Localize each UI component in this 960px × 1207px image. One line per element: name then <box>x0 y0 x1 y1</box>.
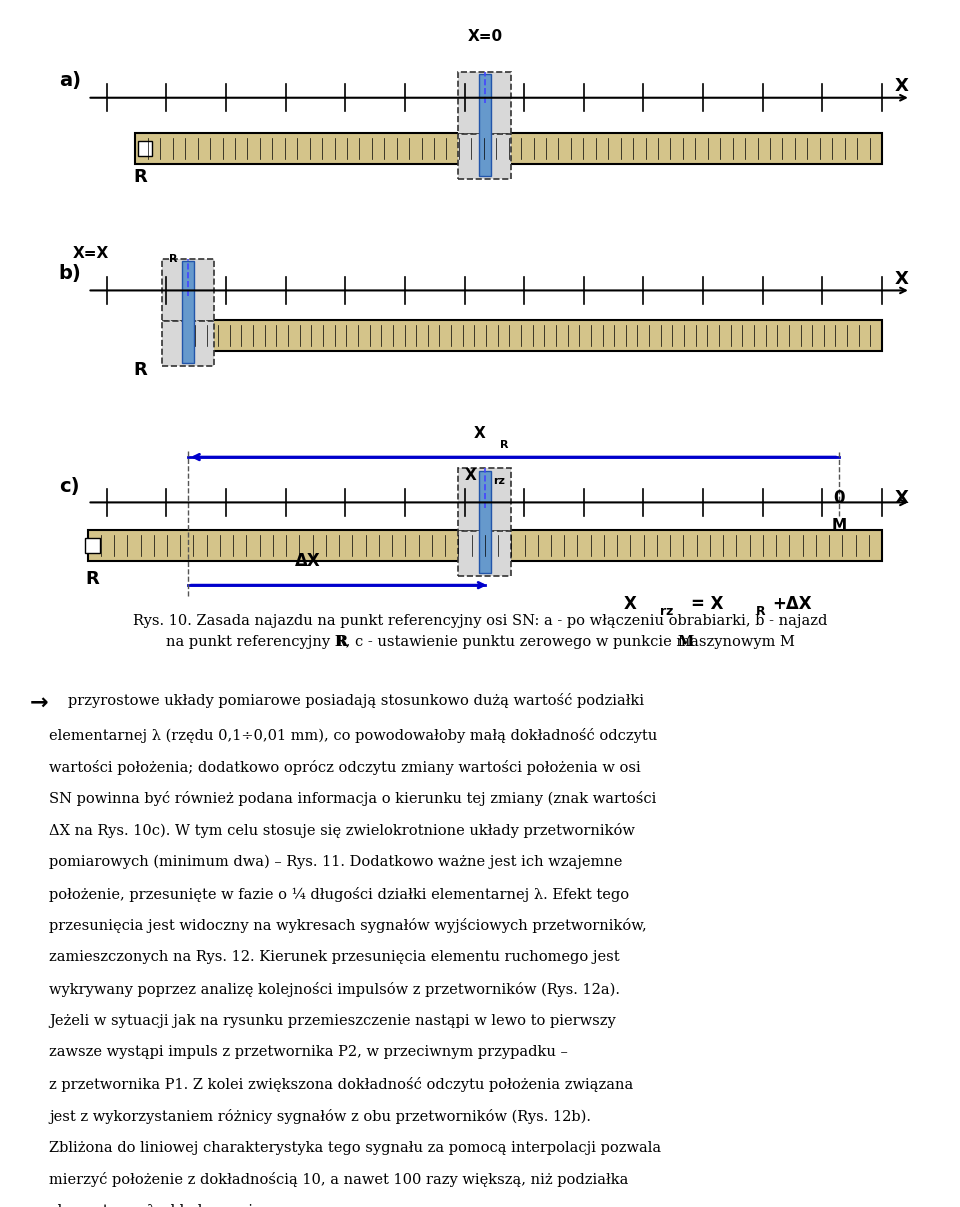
Bar <box>161 321 214 367</box>
Bar <box>182 261 194 363</box>
FancyBboxPatch shape <box>87 530 882 561</box>
Text: zawsze wystąpi impuls z przetwornika P2, w przeciwnym przypadku –: zawsze wystąpi impuls z przetwornika P2,… <box>49 1045 568 1060</box>
Text: = X: = X <box>690 595 723 613</box>
Bar <box>138 141 152 157</box>
Text: R: R <box>133 168 147 186</box>
Text: 0: 0 <box>833 489 845 507</box>
Text: X: X <box>465 467 476 483</box>
Text: Rys. 10. Zasada najazdu na punkt referencyjny osi SN: a - po włączeniu obrabiark: Rys. 10. Zasada najazdu na punkt referen… <box>132 614 828 629</box>
Text: rz: rz <box>493 476 505 486</box>
Text: ΔX: ΔX <box>295 553 321 571</box>
Text: z przetwornika P1. Z kolei zwiększona dokładność odczytu położenia związana: z przetwornika P1. Z kolei zwiększona do… <box>49 1077 634 1092</box>
Text: zamieszczonych na Rys. 12. Kierunek przesunięcia elementu ruchomego jest: zamieszczonych na Rys. 12. Kierunek prze… <box>49 950 620 964</box>
Text: Jeżeli w sytuacji jak na rysunku przemieszczenie nastąpi w lewo to pierwszy: Jeżeli w sytuacji jak na rysunku przemie… <box>49 1014 616 1027</box>
Text: X=X: X=X <box>73 245 109 261</box>
Text: +ΔX: +ΔX <box>772 595 811 613</box>
Text: przyrostowe układy pomiarowe posiadają stosunkowo dużą wartość podziałki: przyrostowe układy pomiarowe posiadają s… <box>68 693 644 707</box>
Bar <box>85 538 100 553</box>
Text: M: M <box>831 518 847 532</box>
Text: X: X <box>895 77 908 95</box>
FancyBboxPatch shape <box>183 321 882 351</box>
Text: pomiarowych (minimum dwa) – Rys. 11. Dodatkowo ważne jest ich wzajemne: pomiarowych (minimum dwa) – Rys. 11. Dod… <box>49 855 623 869</box>
Bar <box>161 258 214 321</box>
Text: wykrywany poprzez analizę kolejności impulsów z przetworników (Rys. 12a).: wykrywany poprzez analizę kolejności imp… <box>49 981 620 997</box>
Text: R: R <box>756 605 765 618</box>
Text: M: M <box>678 635 694 649</box>
FancyBboxPatch shape <box>135 134 882 164</box>
Text: elementarnej λ (rzędu 0,1÷0,01 mm), co powodowałoby małą dokładność odczytu: elementarnej λ (rzędu 0,1÷0,01 mm), co p… <box>49 728 658 744</box>
Text: b): b) <box>59 264 82 282</box>
Text: wartości położenia; dodatkowo oprócz odczytu zmiany wartości położenia w osi: wartości położenia; dodatkowo oprócz odc… <box>49 759 641 775</box>
Text: X=0: X=0 <box>468 29 502 45</box>
Bar <box>459 531 511 576</box>
Text: X: X <box>624 595 636 613</box>
Text: ΔX na Rys. 10c). W tym celu stosuje się zwielokrotnione układy przetworników: ΔX na Rys. 10c). W tym celu stosuje się … <box>49 823 636 838</box>
Bar <box>479 471 491 572</box>
Text: X: X <box>895 489 908 507</box>
Text: c): c) <box>59 477 80 496</box>
Text: →: → <box>30 693 49 713</box>
Text: mierzyć położenie z dokładnością 10, a nawet 100 razy większą, niż podziałka: mierzyć położenie z dokładnością 10, a n… <box>49 1172 629 1188</box>
Text: R: R <box>169 253 178 263</box>
Text: X: X <box>895 270 908 288</box>
Bar <box>479 74 491 176</box>
Bar <box>459 468 511 531</box>
Text: X: X <box>474 426 486 442</box>
Text: R: R <box>500 441 508 450</box>
Bar <box>459 71 511 134</box>
Bar <box>180 328 195 344</box>
Text: położenie, przesunięte w fazie o ¼ długości działki elementarnej λ. Efekt tego: położenie, przesunięte w fazie o ¼ długo… <box>49 887 630 902</box>
Text: a): a) <box>59 71 81 91</box>
Text: przesunięcia jest widoczny na wykresach sygnałów wyjściowych przetworników,: przesunięcia jest widoczny na wykresach … <box>49 919 647 933</box>
Text: elementarna λ układu pomiarowego.: elementarna λ układu pomiarowego. <box>49 1205 322 1207</box>
Text: R: R <box>133 361 147 379</box>
Text: SN powinna być również podana informacja o kierunku tej zmiany (znak wartości: SN powinna być również podana informacja… <box>49 792 657 806</box>
Bar <box>459 134 511 180</box>
Text: rz: rz <box>660 605 673 618</box>
Text: R: R <box>335 635 348 649</box>
Text: R: R <box>85 571 99 589</box>
Text: na punkt referencyjny R, c - ustawienie punktu zerowego w punkcie maszynowym M: na punkt referencyjny R, c - ustawienie … <box>165 635 795 649</box>
Text: jest z wykorzystaniem różnicy sygnałów z obu przetworników (Rys. 12b).: jest z wykorzystaniem różnicy sygnałów z… <box>49 1109 591 1124</box>
Text: Zbliżona do liniowej charakterystyka tego sygnału za pomocą interpolacji pozwala: Zbliżona do liniowej charakterystyka teg… <box>49 1141 661 1155</box>
